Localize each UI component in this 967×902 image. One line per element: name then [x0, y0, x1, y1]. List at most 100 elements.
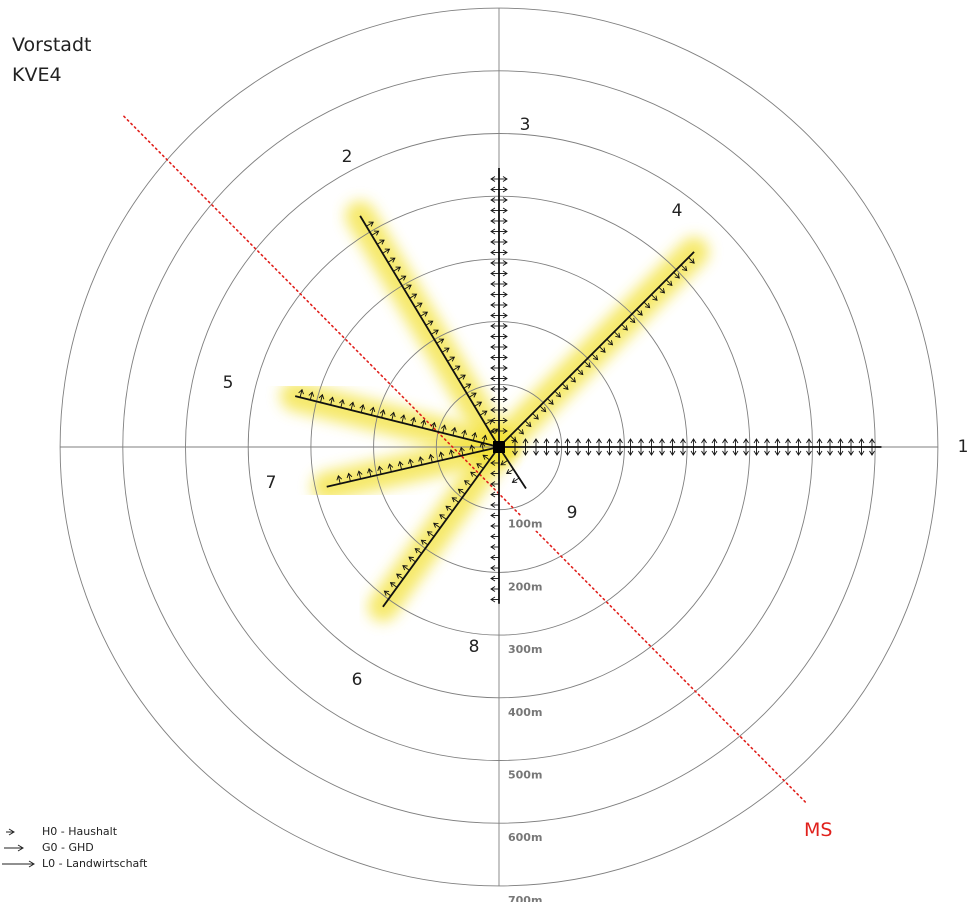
load-arrow-head [490, 354, 496, 361]
load-arrow-head [402, 565, 408, 571]
ring-label-bg [505, 829, 543, 845]
feeder-line [498, 446, 527, 490]
load-arrow-head [795, 438, 802, 444]
load-arrow [414, 302, 423, 308]
load-arrow-head [575, 450, 581, 456]
load-arrow [584, 361, 591, 368]
title-line-2: KVE4 [12, 64, 62, 86]
load-arrow-head [420, 419, 427, 425]
load-arrow [421, 539, 429, 546]
load-arrow-head [563, 384, 569, 390]
load-arrow [378, 466, 382, 475]
load-arrow [436, 338, 444, 344]
load-arrow-head [533, 438, 539, 444]
load-arrow [393, 266, 401, 272]
load-arrow-head [622, 325, 628, 331]
load-arrow-head [518, 429, 524, 435]
load-arrow-head [490, 249, 496, 256]
feeder-label-8: 8 [469, 637, 480, 657]
load-arrow [463, 383, 471, 389]
load-arrow-head [336, 475, 343, 481]
ring-label-bg [505, 641, 543, 657]
load-arrow-head [410, 416, 416, 423]
load-arrow [404, 284, 412, 290]
load-arrow [452, 427, 456, 436]
load-arrow-head [440, 424, 447, 430]
feeder-label-1: 1 [958, 437, 967, 457]
load-arrow-head [397, 460, 404, 467]
ms-dotted-line [123, 115, 807, 804]
load-arrow-head [384, 248, 391, 254]
load-arrow-head [390, 257, 396, 263]
load-arrow-head [490, 260, 496, 266]
load-arrow-head [490, 270, 496, 277]
load-arrow-head [328, 396, 335, 402]
load-arrow [442, 425, 446, 434]
load-arrow-head [502, 228, 508, 235]
load-arrow [517, 427, 524, 435]
load-arrow-head [422, 311, 429, 317]
load-arrow-head [470, 471, 476, 477]
load-arrow [402, 565, 410, 571]
load-arrow-head [379, 239, 385, 245]
feeder-line [498, 251, 695, 448]
load-arrow [425, 320, 433, 326]
load-arrow-head [570, 377, 576, 383]
load-arrow-head [701, 450, 707, 456]
load-arrow-head [522, 438, 529, 444]
load-arrow [387, 257, 396, 263]
load-arrow [688, 257, 695, 264]
load-arrow-head [543, 450, 550, 456]
load-arrow-head [438, 451, 445, 457]
load-arrow-head [373, 230, 380, 236]
load-arrow [464, 480, 472, 486]
load-arrow-head [764, 450, 770, 456]
load-arrow-head [592, 354, 599, 361]
load-arrow-head [367, 467, 373, 474]
load-arrow-head [490, 470, 496, 477]
load-arrow-head [490, 375, 496, 382]
load-arrow-head [502, 281, 508, 287]
feeder-label-5: 5 [223, 373, 234, 393]
load-arrow-head [680, 450, 686, 456]
load-arrow-head [548, 399, 554, 405]
load-arrow-head [490, 239, 496, 245]
load-arrow-head [596, 450, 602, 456]
h0-arrow-icon [6, 828, 15, 836]
load-arrow-head [318, 393, 325, 400]
load-arrow-head [379, 409, 386, 415]
load-arrow-head [400, 275, 407, 281]
load-arrow-head [533, 450, 539, 456]
load-arrow-head [490, 291, 496, 298]
load-arrow [599, 346, 606, 353]
load-arrow-head [490, 207, 496, 214]
load-arrow-head [451, 426, 457, 433]
load-arrow [680, 264, 688, 271]
load-arrow [389, 463, 392, 472]
load-arrow-head [414, 548, 420, 554]
load-arrow-head [564, 450, 571, 456]
load-arrow-head [461, 429, 467, 435]
load-arrow [421, 420, 425, 428]
load-arrow-head [648, 438, 655, 444]
load-arrow-head [659, 288, 666, 294]
load-arrow-head [585, 362, 591, 368]
feeder-line [382, 446, 500, 608]
load-arrow-head [500, 460, 506, 466]
load-arrow-head [630, 317, 636, 324]
load-arrow-head [578, 369, 584, 376]
load-arrow-head [490, 344, 496, 350]
load-arrow-head [502, 344, 508, 350]
feeder-label-4: 4 [672, 201, 683, 221]
load-arrow-head [669, 438, 676, 444]
load-arrow-head [732, 438, 739, 444]
load-arrow-head [502, 302, 508, 308]
load-arrow [512, 477, 520, 483]
load-arrow-head [743, 438, 749, 444]
load-arrow [658, 286, 665, 294]
ms-line [123, 115, 807, 804]
load-arrow-head [490, 502, 496, 508]
ms-label: MS [804, 819, 832, 841]
load-arrow-head [711, 438, 718, 444]
